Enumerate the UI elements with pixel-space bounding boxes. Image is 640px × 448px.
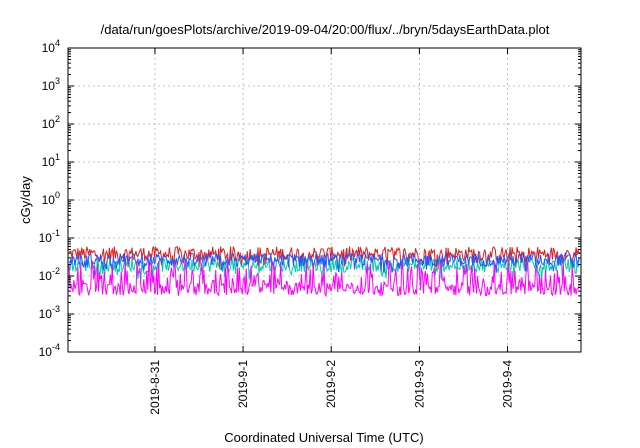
y-tick-label: 101 (42, 152, 60, 169)
x-axis: 2019-8-31 2019-9-1 2019-9-2 2019-9-3 2019-9-… (148, 48, 515, 415)
series-line (68, 245, 581, 270)
y-tick-label: 10-3 (39, 304, 60, 321)
x-tick-label: 2019-9-4 (501, 360, 515, 408)
chart-title: /data/run/goesPlots/archive/2019-09-04/2… (101, 22, 550, 37)
series-line (68, 260, 581, 298)
grid-lines (68, 48, 581, 352)
x-tick-label: 2019-8-31 (148, 360, 162, 415)
y-tick-label: 10-1 (39, 228, 60, 245)
series-layer (68, 245, 581, 298)
x-tick-label: 2019-9-3 (412, 360, 426, 408)
x-tick-label: 2019-9-1 (236, 360, 250, 408)
y-tick-label: 10-4 (39, 342, 60, 359)
y-axis-label: cGy/day (18, 176, 33, 224)
y-tick-label: 100 (42, 190, 60, 207)
y-tick-label: 102 (42, 114, 60, 131)
y-tick-label: 104 (42, 38, 60, 55)
y-tick-label: 10-2 (39, 266, 60, 283)
x-axis-label: Coordinated Universal Time (UTC) (224, 430, 423, 445)
x-tick-label: 2019-9-2 (324, 360, 338, 408)
y-axis: 10-4 10-3 10-2 10-1 100 101 102 103 104 (39, 38, 581, 359)
y-tick-label: 103 (42, 76, 60, 93)
